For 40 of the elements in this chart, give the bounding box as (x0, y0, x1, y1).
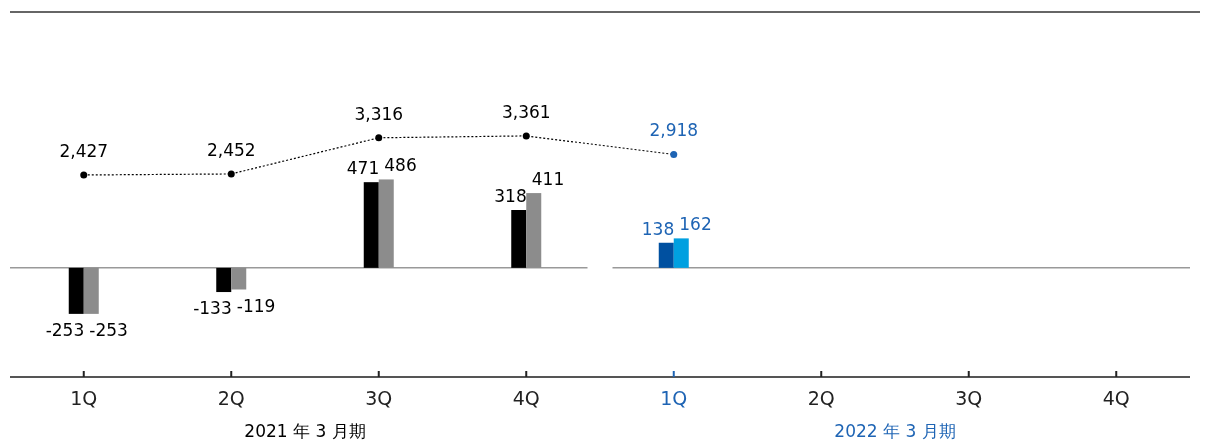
x-tick-label: 4Q (512, 387, 540, 409)
x-tick-label: 1Q (660, 387, 688, 409)
point (227, 170, 235, 178)
data-label: 2,452 (206, 139, 256, 160)
data-label: 486 (384, 155, 417, 176)
data-label: 138 (641, 218, 675, 239)
x-tick-label: 2Q (217, 387, 245, 409)
data-label: -119 (236, 295, 276, 316)
x-tick-label: 1Q (70, 387, 98, 409)
point (375, 134, 383, 142)
point (670, 150, 678, 158)
bar (378, 179, 394, 268)
bar (511, 210, 527, 268)
x-tick-label: 3Q (955, 387, 983, 409)
x-tick-label: 3Q (365, 387, 393, 409)
bar (658, 242, 674, 268)
data-label: 162 (679, 214, 712, 235)
bar (673, 238, 689, 268)
bar (363, 182, 379, 268)
data-label: 3,316 (354, 103, 404, 124)
bar (68, 267, 84, 314)
point (80, 171, 88, 179)
x-tick-label: 2Q (807, 387, 835, 409)
data-label: 2,427 (59, 140, 109, 161)
x-tick-label: 4Q (1102, 387, 1130, 409)
point (522, 132, 530, 140)
text: 2021 年 3 月期 (244, 421, 366, 441)
bar (526, 193, 542, 268)
data-label: 471 (346, 158, 380, 179)
text: 2022 年 3 月期 (834, 421, 956, 441)
data-label: 318 (494, 186, 527, 207)
bar (231, 267, 247, 290)
bar (216, 267, 232, 293)
bar (83, 267, 99, 314)
data-label: 2,918 (649, 120, 699, 141)
data-label: -133 (193, 298, 232, 319)
data-label: -253 (89, 319, 128, 340)
data-label: 411 (531, 169, 565, 190)
data-label: 3,361 (501, 101, 551, 122)
data-label: -253 (45, 319, 85, 340)
